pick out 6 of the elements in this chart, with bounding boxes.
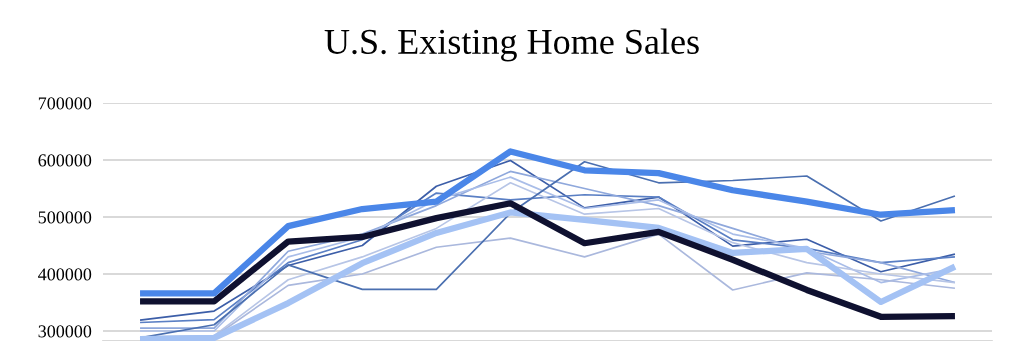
y-tick-label: 700000	[38, 97, 92, 110]
chart-title: U.S. Existing Home Sales	[324, 28, 699, 62]
y-tick-label: 400000	[38, 268, 92, 281]
y-tick-label: 600000	[38, 154, 92, 167]
y-tick-label: 300000	[38, 325, 92, 338]
y-tick-label: 500000	[38, 211, 92, 224]
